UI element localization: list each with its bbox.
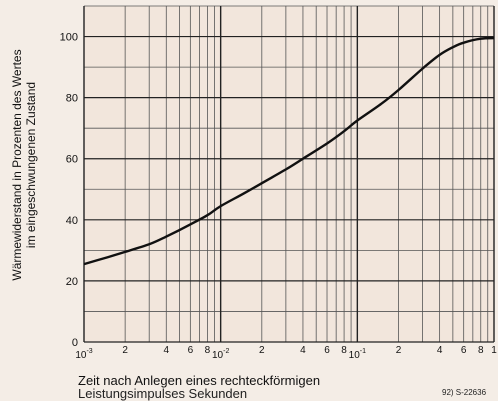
x-tick-label: 4 (300, 345, 306, 356)
grid-major (83, 6, 495, 343)
x-tick-label: 2 (396, 345, 402, 356)
x-tick-label: 8 (478, 345, 484, 356)
x-axis-label-line2: Leistungsimpulses Sekunden (78, 386, 248, 401)
y-tick-label: 40 (66, 215, 78, 227)
plot-background (84, 6, 494, 342)
x-tick-label: 2 (259, 345, 265, 356)
x-tick-label: 6 (188, 345, 194, 356)
x-tick-label: 4 (437, 345, 443, 356)
x-tick-label: 6 (461, 345, 467, 356)
x-tick-label: 6 (324, 345, 330, 356)
y-axis-label-line1: Wärmewiderstand in Prozenten des Wertes (10, 49, 24, 281)
y-tick-label: 20 (66, 276, 78, 288)
y-axis-label: Wärmewiderstand in Prozenten des Wertes … (4, 0, 44, 330)
x-tick-label: 2 (122, 345, 128, 356)
x-tick-label: 8 (205, 345, 211, 356)
figure-id: 92) S-22636 (442, 388, 487, 397)
y-tick-labels: 0 20 40 60 80 100 (60, 32, 78, 349)
x-axis-label: Zeit nach Anlegen eines rechteckförmigen… (78, 374, 320, 400)
series-line (83, 36, 495, 266)
x-tick-exponent: -1 (360, 348, 366, 355)
y-tick-label: 0 (72, 337, 78, 349)
x-tick-exponent: -2 (223, 348, 229, 355)
y-tick-label: 80 (66, 93, 78, 105)
x-tick-label: 4 (164, 345, 170, 356)
y-tick-label: 100 (60, 32, 78, 44)
x-tick-label: 8 (341, 345, 347, 356)
x-tick-label: 10-1 (349, 348, 366, 361)
y-axis-label-line2: im eingeschwungenen Zustand (24, 81, 38, 249)
x-tick-label: 10-3 (75, 348, 92, 361)
y-tick-label: 60 (66, 154, 78, 166)
x-tick-label: 10-2 (212, 348, 229, 361)
x-axis-label-line1: Zeit nach Anlegen eines rechteckförmigen (78, 373, 321, 388)
x-tick-labels: 10-3 2 4 6 8 10-2 2 4 6 8 10-1 2 4 6 8 1 (75, 345, 497, 361)
x-tick-label: 1 (491, 345, 497, 356)
x-tick-exponent: -3 (86, 348, 92, 355)
